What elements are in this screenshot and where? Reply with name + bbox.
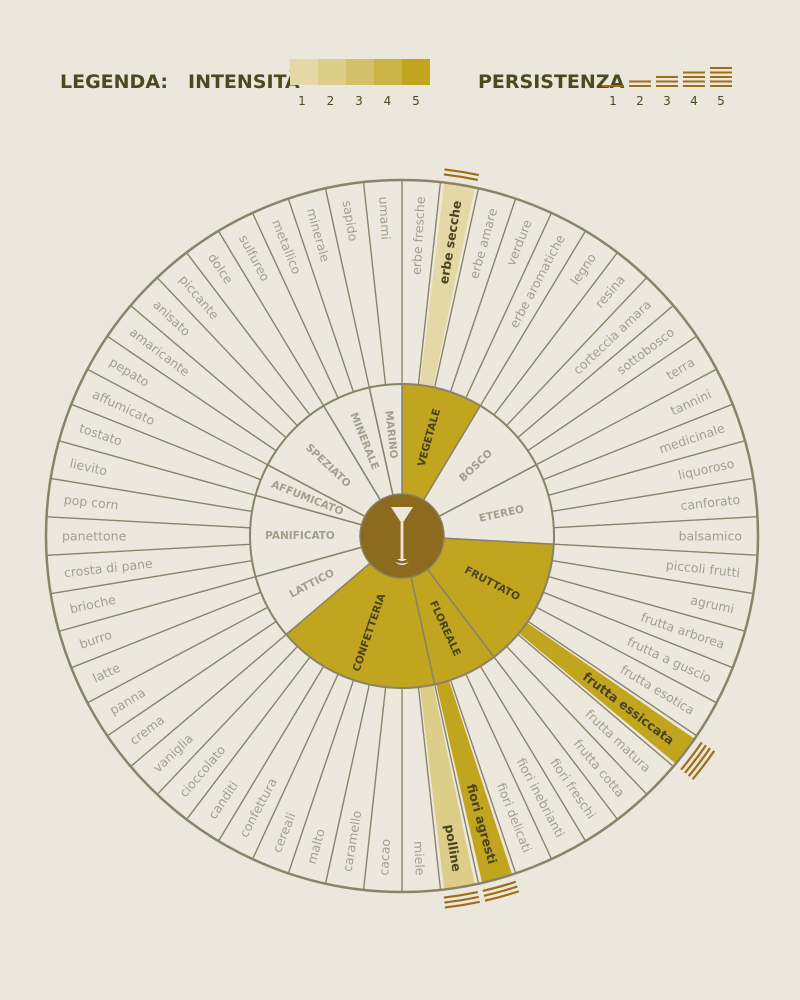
persistence-scale-number: 3	[663, 94, 671, 108]
descriptor-label-canforato: canforato	[680, 492, 741, 513]
wine-glass-icon	[391, 507, 413, 565]
descriptor-intensity-bar-fiori-agresti	[436, 680, 513, 883]
intensity-swatch-1	[290, 59, 318, 85]
wheel-hub	[359, 493, 445, 579]
persistence-mark-polline	[443, 890, 481, 909]
persistence-mark-frutta-essiccata	[680, 741, 716, 781]
persistence-scale-number: 2	[636, 94, 644, 108]
descriptor-label-balsamico: balsamico	[679, 529, 742, 544]
descriptor-label-cacao: cacao	[376, 838, 393, 875]
intensity-swatch-3	[346, 59, 374, 85]
intensity-scale-number: 1	[298, 94, 306, 108]
persistence-swatch-5	[710, 67, 732, 87]
intensity-swatch-4	[374, 59, 402, 85]
intensity-scale-number: 4	[384, 94, 392, 108]
intensity-label: INTENSITÀ	[188, 70, 300, 93]
persistence-marks	[443, 168, 716, 909]
descriptor-ring	[44, 178, 760, 894]
legend: LEGENDA: INTENSITÀ 1 2 3 4 5 PERSISTENZA 1 2 3…	[60, 59, 732, 108]
inner-ring	[249, 383, 555, 689]
descriptor-intensity-bar-frutta-essiccata	[518, 622, 695, 764]
descriptor-label-miele: miele	[411, 841, 428, 877]
persistence-swatch-2	[629, 80, 651, 87]
persistence-label: PERSISTENZA	[478, 71, 625, 93]
intensity-scale-number: 2	[327, 94, 335, 108]
descriptor-label-erbe-fresche: erbe fresche	[409, 196, 428, 275]
persistence-swatch-3	[656, 76, 678, 87]
intensity-swatch-5	[402, 59, 430, 85]
intensity-swatch-2	[318, 59, 346, 85]
descriptor-intensity-bar-polline	[420, 684, 475, 890]
persistence-scale: 1 2 3 4 5	[602, 67, 732, 108]
descriptor-label-umami: umami	[376, 196, 393, 240]
persistence-scale-number: 4	[690, 94, 698, 108]
outer-ring	[44, 178, 760, 894]
legend-title: LEGENDA:	[60, 71, 168, 93]
aroma-wheel: erbe fresche erbe secche erbe amare verdure…	[44, 168, 760, 909]
category-label-marino: MARINO	[382, 410, 399, 459]
descriptor-intensity-bar-erbe-secche	[420, 182, 475, 388]
descriptor-label-panettone: panettone	[62, 529, 127, 544]
persistence-scale-number: 5	[717, 94, 725, 108]
persistence-mark-fiori-agresti	[482, 880, 520, 902]
intensity-scale: 1 2 3 4 5	[290, 59, 430, 108]
category-label-panificato: PANIFICATO	[265, 530, 335, 542]
descriptor-label-pop-corn: pop corn	[63, 492, 119, 513]
intensity-scale-number: 5	[412, 94, 420, 108]
intensity-scale-number: 3	[355, 94, 363, 108]
persistence-swatch-4	[683, 71, 705, 87]
persistence-mark-erbe-secche	[443, 168, 480, 182]
persistence-scale-number: 1	[609, 94, 617, 108]
descriptor-label-sapido: sapido	[340, 199, 361, 242]
